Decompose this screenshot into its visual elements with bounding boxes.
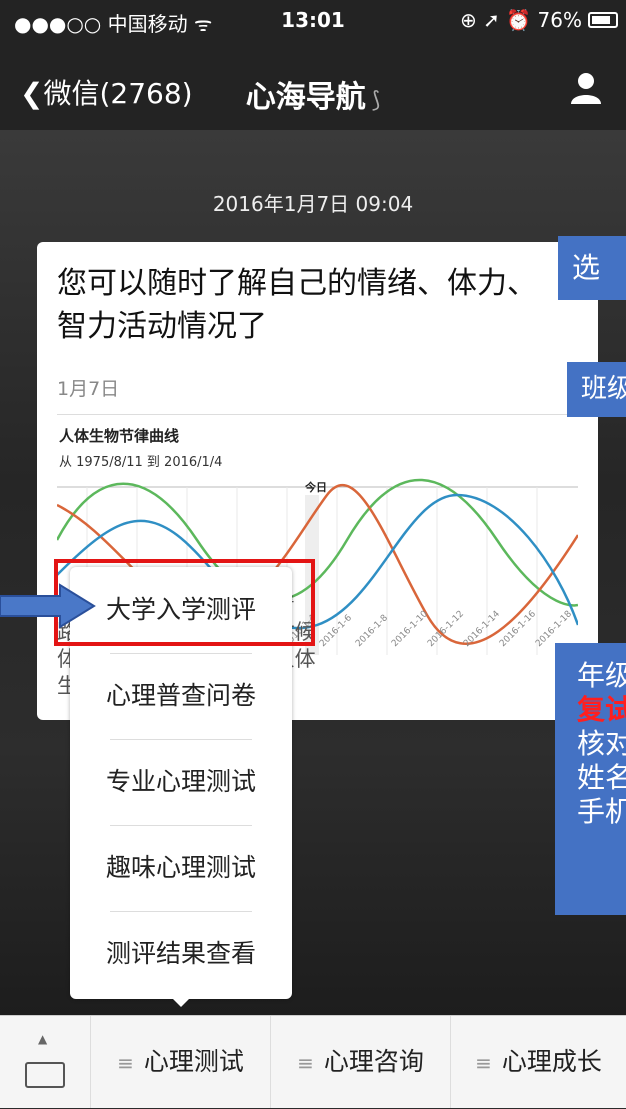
annotation-box: 年级 复试 核对 姓名 手机	[555, 643, 626, 915]
clock: 13:01	[281, 8, 345, 32]
article-date: 1月7日	[57, 378, 120, 400]
bottom-menu-consult[interactable]: ≡ 心理咨询	[271, 1016, 451, 1108]
annotation-line: 手机	[577, 795, 626, 828]
battery-icon	[588, 12, 618, 28]
menu-lines-icon: ≡	[475, 1051, 492, 1075]
keyboard-icon	[25, 1062, 65, 1088]
menu-divider	[110, 739, 252, 740]
bottom-menu-growth[interactable]: ≡ 心理成长	[451, 1016, 626, 1108]
menu-lines-icon: ≡	[117, 1051, 134, 1075]
annotation-line: 核对	[577, 727, 626, 760]
menu-item-results[interactable]: 测评结果查看	[105, 939, 256, 968]
ear-icon[interactable]: ⟆	[371, 88, 381, 113]
status-icons: ⊕ ➚ ⏰ 76%	[460, 8, 582, 32]
bottom-menu-label: 心理成长	[501, 1047, 602, 1076]
today-label: 今日	[304, 480, 327, 494]
menu-pointer	[171, 997, 191, 1007]
menu-divider	[110, 825, 252, 826]
menu-divider	[110, 653, 252, 654]
message-timestamp: 2016年1月7日 09:04	[212, 192, 414, 216]
article-title: 您可以随时了解自己的情绪、体力、智力活动情况了	[57, 266, 537, 344]
bottom-menu-label: 心理测试	[143, 1047, 244, 1076]
bottom-menu-bar: ▲ ≡ 心理测试 ≡ 心理咨询 ≡ 心理成长	[0, 1015, 626, 1108]
back-button[interactable]: ❮微信(2768)	[20, 77, 193, 110]
menu-divider	[110, 911, 252, 912]
page-title: 心海导航 ⟆	[0, 72, 626, 116]
nav-bar: ❮微信(2768) 心海导航 ⟆	[0, 40, 626, 130]
carrier-signal: ●●●○○ 中国移动 ᯤ	[14, 12, 213, 36]
person-icon[interactable]	[568, 70, 604, 106]
annotation-line: 年级	[577, 659, 626, 692]
submenu-popup: 大学入学测评 心理普查问卷 专业心理测试 趣味心理测试 测评结果查看	[70, 567, 292, 1007]
keyboard-toggle-button[interactable]: ▲	[0, 1016, 91, 1108]
annotation-line: 复试	[577, 693, 626, 726]
bottom-menu-psych-test[interactable]: ≡ 心理测试	[91, 1016, 271, 1108]
bottom-menu-label: 心理咨询	[323, 1047, 424, 1076]
annotation-line: 姓名	[577, 761, 626, 794]
annotation-box: 选	[558, 236, 626, 300]
menu-item-fun-test[interactable]: 趣味心理测试	[105, 853, 256, 882]
account-name: 心海导航	[245, 80, 366, 115]
image-title: 人体生物节律曲线	[59, 427, 180, 445]
caret-up-icon: ▲	[38, 1032, 48, 1046]
annotation-box: 班级	[567, 362, 626, 417]
menu-item-survey[interactable]: 心理普查问卷	[105, 681, 256, 710]
arrow-right-icon	[0, 583, 96, 629]
menu-item-professional-test[interactable]: 专业心理测试	[105, 767, 256, 796]
status-bar: ●●●○○ 中国移动 ᯤ 13:01 ⊕ ➚ ⏰ 76%	[0, 0, 626, 40]
menu-item-admission-test[interactable]: 大学入学测评	[105, 595, 256, 624]
menu-lines-icon: ≡	[297, 1051, 314, 1075]
image-subtitle: 从 1975/8/11 到 2016/1/4	[59, 455, 223, 470]
